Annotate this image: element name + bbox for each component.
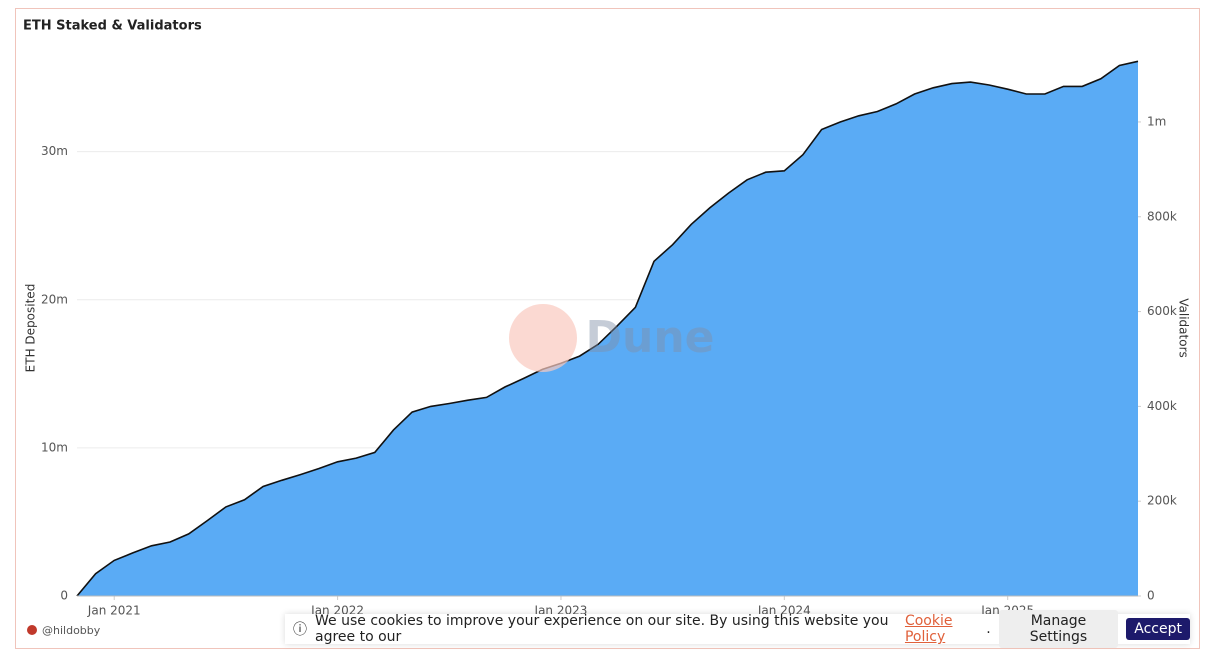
cookie-text: We use cookies to improve your experienc… xyxy=(315,613,889,645)
x-tick-label: Jan 2021 xyxy=(87,604,141,618)
y-tick-label: 0 xyxy=(60,589,68,603)
y2-tick-label: 400k xyxy=(1147,399,1177,413)
y-tick-label: 30m xyxy=(41,144,68,158)
y-tick-label: 20m xyxy=(41,292,68,306)
y2-tick-label: 0 xyxy=(1147,589,1155,603)
y2-tick-label: 600k xyxy=(1147,304,1177,318)
cookie-end: . xyxy=(986,621,991,637)
accept-button[interactable]: Accept xyxy=(1126,618,1190,640)
y2-tick-label: 800k xyxy=(1147,209,1177,223)
author-avatar xyxy=(27,625,37,635)
manage-settings-button[interactable]: Manage Settings xyxy=(998,610,1119,648)
chart-title: ETH Staked & Validators xyxy=(23,19,202,34)
validators-line xyxy=(76,60,1139,597)
author: @hildobby xyxy=(42,624,101,637)
y2-tick-label: 200k xyxy=(1147,494,1177,508)
watermark-logo xyxy=(509,304,577,372)
y-axis-label: ETH Deposited xyxy=(24,284,38,373)
y2-axis-label: Validators xyxy=(1177,298,1191,358)
y-tick-label: 10m xyxy=(41,440,68,454)
info-icon: ⓘ xyxy=(293,622,307,638)
area xyxy=(77,61,1138,597)
y2-tick-label: 1m xyxy=(1147,114,1166,128)
cookie-banner: ⓘ We use cookies to improve your experie… xyxy=(285,610,1190,648)
cookie-policy-link[interactable]: Cookie Policy xyxy=(904,613,953,645)
watermark: Dune xyxy=(585,312,714,363)
